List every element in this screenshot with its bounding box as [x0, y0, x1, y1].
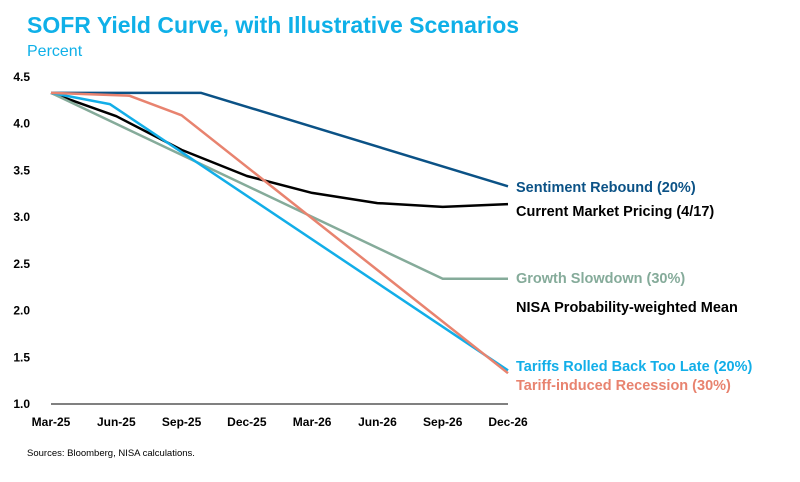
- y-tick-label: 1.0: [13, 397, 30, 411]
- series-legend: Sentiment Rebound (20%) Current Market Pr…: [516, 180, 753, 394]
- y-axis-ticks: 1.0 1.5 2.0 2.5 3.0 3.5 4.0 4.5: [13, 70, 30, 411]
- series-line-4: [50, 91, 509, 372]
- y-tick-label: 3.0: [13, 210, 30, 224]
- x-tick-label: Jun-25: [97, 415, 136, 429]
- series-lines: [50, 91, 509, 375]
- y-tick-label: 4.0: [13, 117, 30, 131]
- x-tick-label: Mar-26: [293, 415, 332, 429]
- x-axis-ticks: Mar-25 Jun-25 Sep-25 Dec-25 Mar-26 Jun-26 Sep-…: [32, 415, 528, 429]
- x-tick-label: Dec-25: [227, 415, 267, 429]
- x-tick-label: Dec-26: [488, 415, 528, 429]
- legend-label-1: Current Market Pricing (4/17): [516, 204, 714, 220]
- chart-title: SOFR Yield Curve, with Illustrative Scen…: [27, 12, 520, 38]
- series-line-5: [50, 91, 509, 375]
- y-tick-label: 2.0: [13, 304, 30, 318]
- y-tick-label: 1.5: [13, 350, 30, 364]
- legend-label-5: Tariff-induced Recession (30%): [516, 378, 731, 394]
- legend-label-4: Tariffs Rolled Back Too Late (20%): [516, 359, 753, 375]
- legend-label-3: NISA Probability-weighted Mean: [516, 300, 738, 316]
- legend-label-0: Sentiment Rebound (20%): [516, 180, 696, 196]
- x-tick-label: Sep-26: [423, 415, 463, 429]
- x-tick-label: Mar-25: [32, 415, 71, 429]
- x-tick-label: Sep-25: [162, 415, 202, 429]
- series-line-1: [50, 91, 509, 209]
- chart-subtitle: Percent: [27, 43, 83, 60]
- series-line-2: [50, 91, 508, 281]
- y-tick-label: 4.5: [13, 70, 30, 84]
- source-note: Sources: Bloomberg, NISA calculations.: [27, 448, 195, 459]
- legend-label-2: Growth Slowdown (30%): [516, 271, 685, 287]
- y-tick-label: 2.5: [13, 257, 30, 271]
- series-line-0: [51, 91, 509, 188]
- y-tick-label: 3.5: [13, 163, 30, 177]
- x-tick-label: Jun-26: [358, 415, 397, 429]
